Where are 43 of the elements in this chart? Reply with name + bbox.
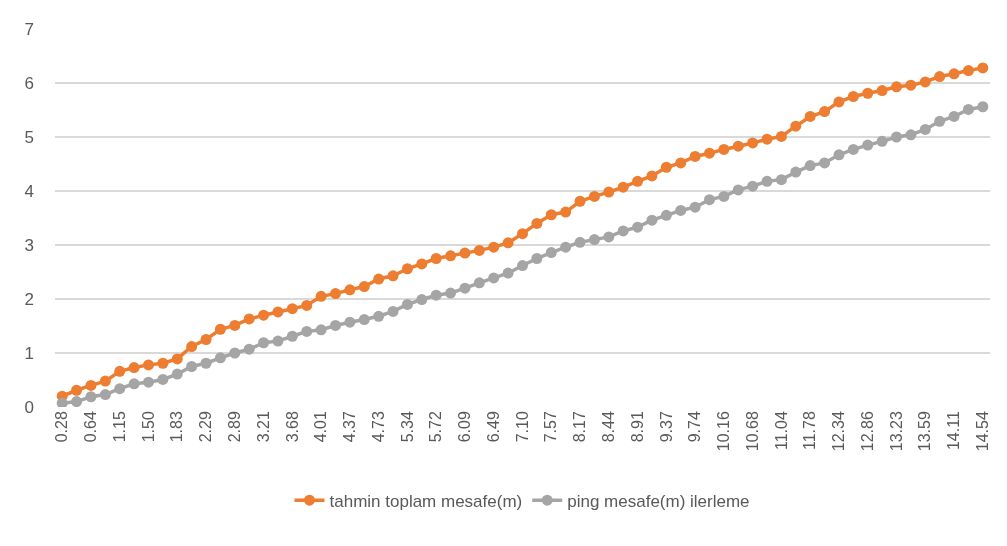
x-tick-label: 6.49 (484, 411, 502, 443)
x-tick-label: 8.44 (600, 411, 618, 443)
x-tick-label: 0.64 (82, 411, 100, 443)
x-tick-label: 12.34 (830, 411, 848, 452)
x-tick-label: 1.83 (168, 411, 186, 443)
x-tick-label: 0.28 (53, 411, 71, 443)
y-tick-label: 4 (24, 181, 34, 201)
x-tick-label: 12.86 (858, 411, 876, 452)
y-tick-label: 0 (24, 397, 34, 417)
x-tick-label: 4.73 (369, 411, 387, 443)
x-tick-label: 9.37 (657, 411, 675, 443)
y-tick-label: 6 (24, 73, 34, 93)
legend-label: tahmin toplam mesafe(m) (329, 491, 523, 511)
x-tick-label: 3.68 (283, 411, 301, 443)
x-tick-label: 10.16 (715, 411, 733, 452)
y-tick-label: 3 (24, 235, 34, 255)
y-tick-label: 2 (24, 289, 34, 309)
x-tick-label: 3.21 (254, 411, 272, 443)
x-tick-label: 6.09 (456, 411, 474, 443)
x-tick-label: 10.68 (743, 411, 761, 452)
x-tick-label: 8.91 (628, 411, 646, 443)
x-tick-label: 1.50 (139, 411, 157, 443)
x-tick-label: 7.10 (513, 411, 531, 443)
y-tick-label: 1 (24, 343, 34, 363)
y-tick-label: 5 (24, 127, 34, 147)
x-tick-label: 2.89 (226, 411, 244, 443)
x-tick-label: 1.15 (110, 411, 128, 443)
x-tick-label: 14.11 (945, 411, 963, 451)
x-tick-label: 4.01 (312, 411, 330, 443)
x-tick-label: 5.34 (398, 411, 416, 443)
y-tick-label: 7 (24, 19, 34, 39)
x-tick-label: 11.78 (801, 411, 819, 451)
x-tick-label: 4.37 (341, 411, 359, 443)
x-tick-label: 11.04 (772, 411, 790, 451)
x-tick-label: 13.59 (916, 411, 934, 452)
x-tick-label: 9.74 (686, 411, 704, 443)
legend-label: ping mesafe(m) ilerleme (567, 491, 750, 511)
x-tick-label: 13.23 (887, 411, 905, 452)
x-tick-label: 14.54 (974, 411, 992, 452)
x-tick-label: 8.17 (571, 411, 589, 443)
x-tick-label: 7.57 (542, 411, 560, 443)
x-tick-label: 2.29 (197, 411, 215, 443)
x-tick-label: 5.72 (427, 411, 445, 443)
